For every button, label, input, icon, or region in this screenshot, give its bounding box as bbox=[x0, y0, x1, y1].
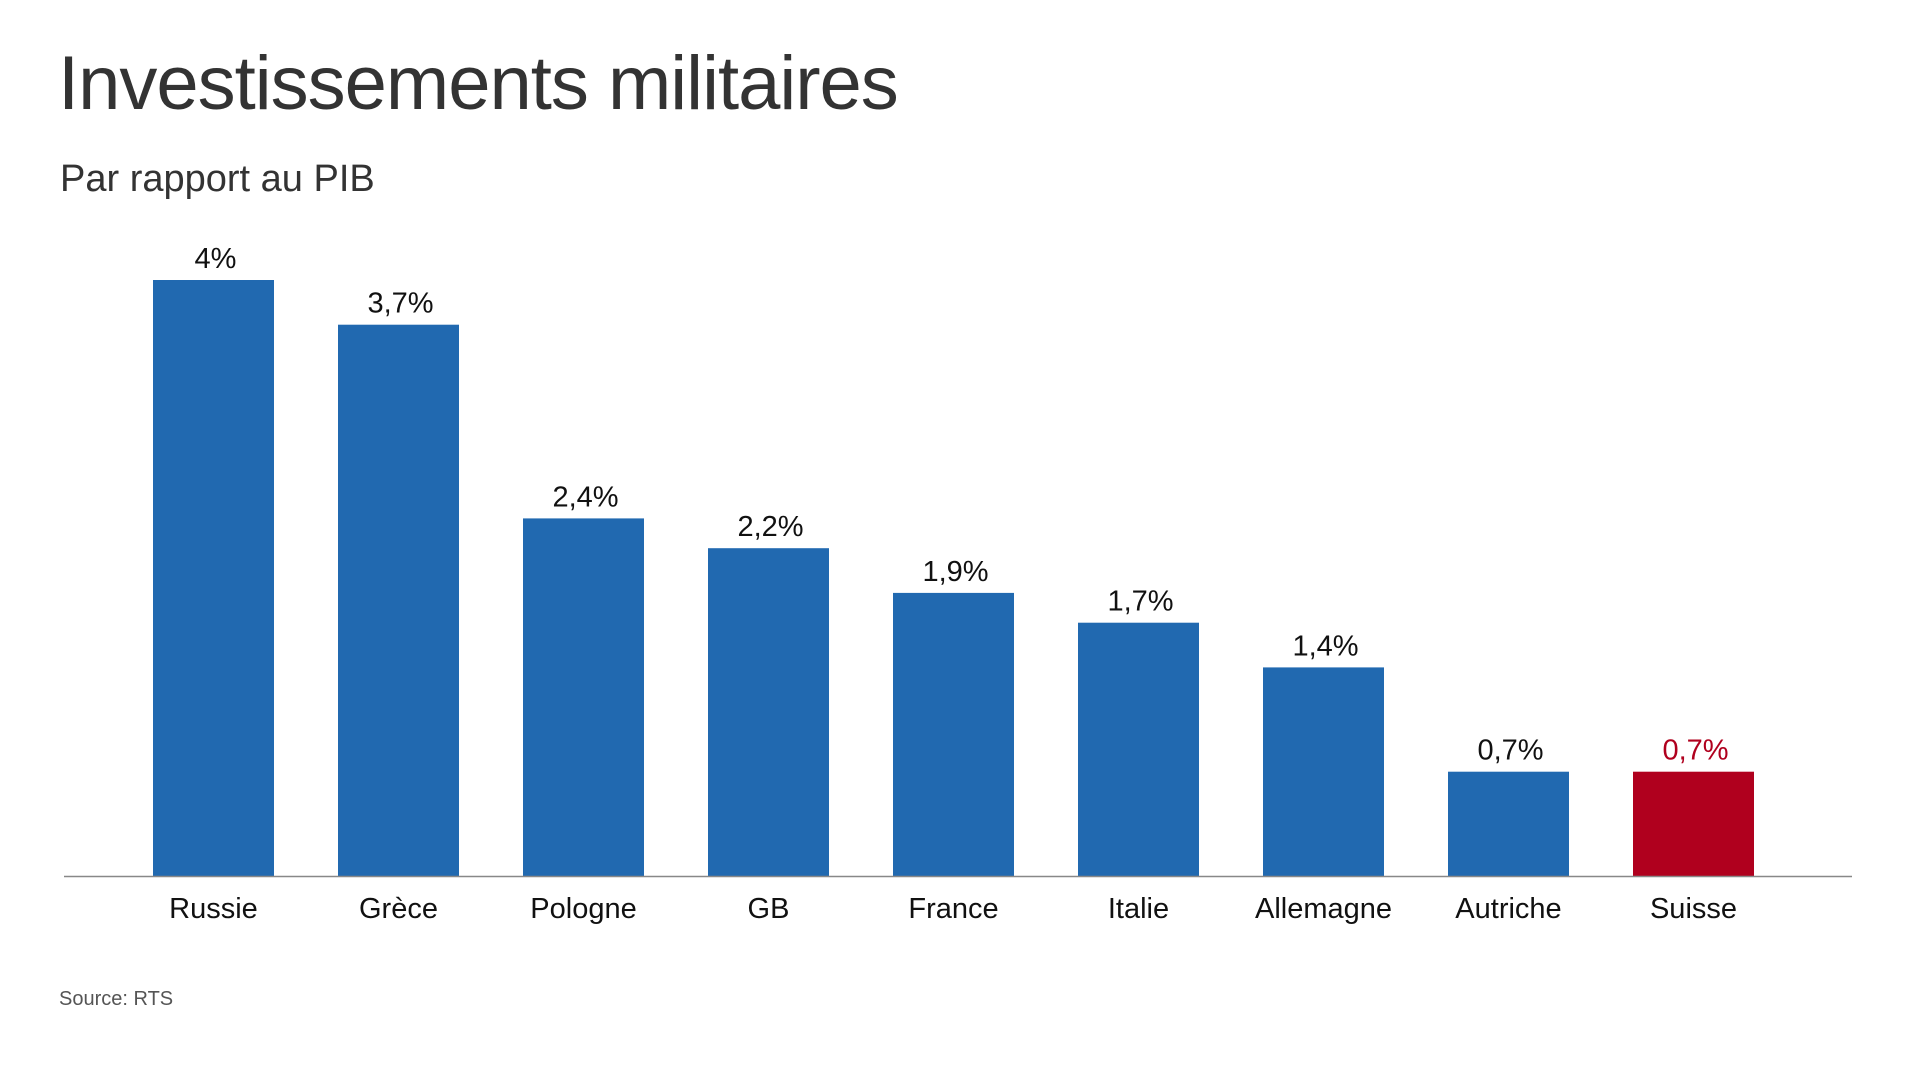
bar-italie bbox=[1078, 622, 1199, 876]
bar-suisse bbox=[1633, 771, 1754, 876]
chart-subtitle: Par rapport au PIB bbox=[60, 158, 375, 200]
bar-russie bbox=[153, 280, 274, 876]
category-label: Grèce bbox=[359, 893, 438, 925]
bar-france bbox=[893, 592, 1014, 876]
category-label: Suisse bbox=[1650, 893, 1737, 925]
bar-pologne bbox=[523, 518, 644, 876]
data-label: 2,4% bbox=[552, 481, 618, 513]
bar-autriche bbox=[1448, 771, 1569, 876]
category-label: Allemagne bbox=[1255, 893, 1392, 925]
data-label: 1,9% bbox=[922, 556, 988, 588]
category-label: Italie bbox=[1108, 893, 1169, 925]
category-label: GB bbox=[748, 893, 790, 925]
category-label: Russie bbox=[169, 893, 258, 925]
data-label: 0,7% bbox=[1477, 735, 1543, 767]
category-label: France bbox=[908, 893, 998, 925]
bar-allemagne bbox=[1263, 667, 1384, 876]
bar-gb bbox=[708, 548, 829, 876]
source-note: Source: RTS bbox=[59, 988, 174, 1010]
data-label: 1,7% bbox=[1107, 586, 1173, 618]
data-label: 1,4% bbox=[1292, 630, 1358, 662]
bar-grèce bbox=[338, 324, 459, 876]
category-label: Pologne bbox=[530, 893, 636, 925]
data-label: 4% bbox=[195, 243, 237, 275]
data-label: 3,7% bbox=[367, 288, 433, 320]
category-label: Autriche bbox=[1455, 893, 1561, 925]
chart-title: Investissements militaires bbox=[58, 41, 899, 126]
data-label: 2,2% bbox=[737, 511, 803, 543]
data-label: 0,7% bbox=[1662, 735, 1728, 767]
